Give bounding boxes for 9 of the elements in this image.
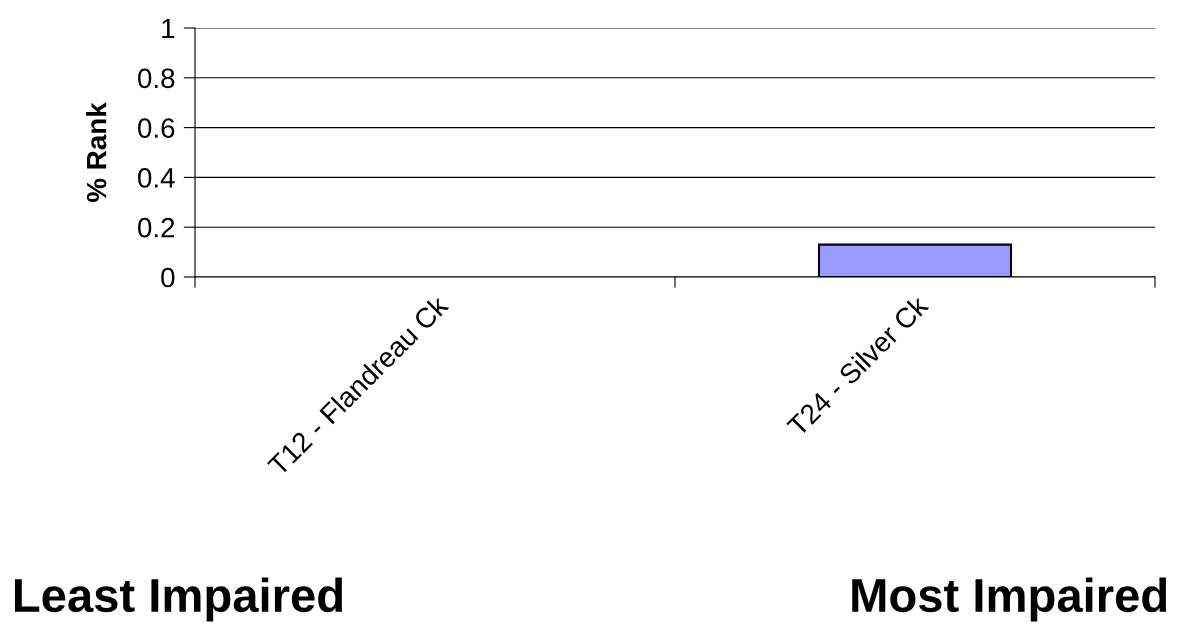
text: Least Impaired <box>14 577 342 622</box>
y-tick-label: 0 <box>161 267 175 288</box>
y-tick-label: 0.6 <box>138 118 175 138</box>
text: Most Impaired <box>852 577 1167 622</box>
y-tick-label: 1 <box>162 18 175 39</box>
y-tick-label: 0.2 <box>138 217 175 238</box>
y-tick-label: 0.4 <box>138 168 175 188</box>
y-tick-label: 0.8 <box>138 68 175 89</box>
y-axis-title: % Rank <box>86 102 107 202</box>
